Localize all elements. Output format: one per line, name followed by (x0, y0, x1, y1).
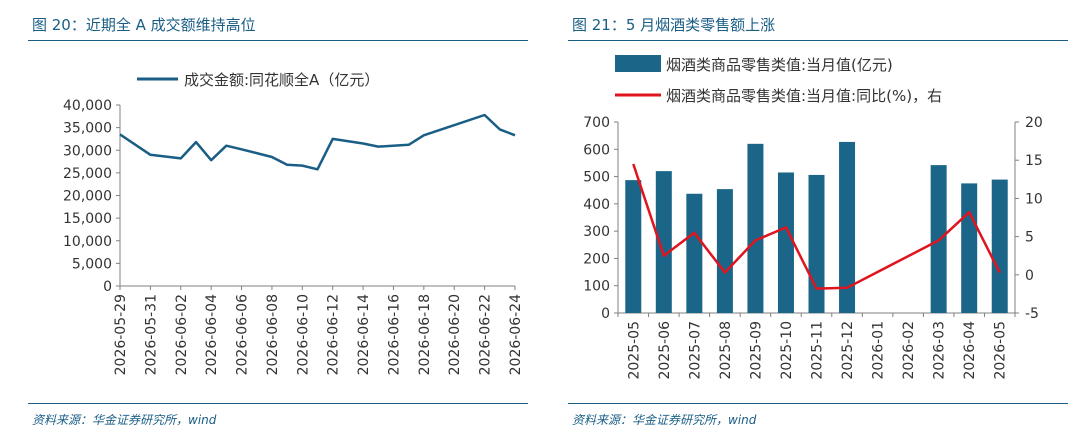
y-tick-label: 0 (103, 279, 112, 295)
right-y-tick-label: 0 (1025, 268, 1034, 284)
retail-sales-bar (686, 193, 703, 313)
x-tick-label: 2025-08 (718, 321, 734, 380)
x-tick-label: 2026-05-31 (143, 294, 159, 375)
right-chart-panel: 图 21：5 月烟酒类零售额上涨 烟酒类商品零售类值:当月值(亿元) 烟酒类商品零… (540, 0, 1080, 435)
right-y-tick-label: 20 (1025, 115, 1043, 131)
right-title-rule (568, 40, 1068, 41)
retail-sales-bar (747, 143, 764, 313)
right-y-tick-label: 5 (1025, 230, 1034, 246)
left-y-tick-label: 0 (601, 306, 610, 322)
left-title-rule (28, 40, 528, 41)
left-chart-panel: 图 20：近期全 A 成交额维持高位 成交金额:同花顺全A（亿元） 0 5,000 1… (28, 16, 528, 427)
y-tick-label: 20,000 (63, 189, 112, 205)
retail-sales-bar (839, 141, 856, 313)
x-tick-label: 2025-07 (687, 321, 703, 380)
x-tick-label: 2025-12 (840, 321, 856, 380)
x-tick-label: 2026-06-18 (417, 294, 433, 375)
y-tick-label: 30,000 (63, 143, 112, 159)
y-tick-label: 5,000 (72, 256, 112, 272)
legend-bar-label: 烟酒类商品零售类值:当月值(亿元) (666, 56, 893, 74)
x-tick-label: 2026-05 (993, 321, 1009, 380)
right-y-tick-label: 15 (1025, 153, 1043, 169)
left-y-tick-label: 200 (583, 251, 610, 267)
left-y-tick-label: 600 (583, 142, 610, 158)
x-tick-label: 2025-11 (810, 321, 826, 380)
left-y-tick-label: 500 (583, 170, 610, 186)
left-y-tick-label: 100 (583, 279, 610, 295)
right-y-tick-label: 10 (1025, 191, 1043, 207)
retail-sales-bar (716, 189, 733, 313)
x-tick-label: 2026-01 (871, 321, 887, 380)
x-tick-label: 2026-04 (962, 321, 978, 380)
retail-sales-bar (961, 183, 978, 313)
right-figure-title: 图 21：5 月烟酒类零售额上涨 (572, 16, 776, 34)
x-tick-label: 2026-06-08 (265, 294, 281, 375)
retail-sales-bar (655, 171, 672, 313)
left-source-rule (28, 403, 528, 404)
turnover-series-line (119, 113, 516, 171)
left-figure-title: 图 20：近期全 A 成交额维持高位 (32, 16, 256, 34)
retail-sales-bar (625, 180, 642, 313)
x-tick-label: 2026-06-20 (447, 294, 463, 375)
x-tick-label: 2025-05 (626, 321, 642, 380)
x-tick-label: 2026-06-04 (204, 294, 220, 375)
x-tick-label: 2026-06-12 (326, 294, 342, 375)
y-tick-label: 35,000 (63, 121, 112, 137)
right-source-rule (568, 403, 1068, 404)
x-tick-label: 2026-06-22 (478, 294, 494, 375)
y-tick-label: 40,000 (63, 98, 112, 114)
left-y-tick-label: 700 (583, 115, 610, 131)
x-tick-label: 2026-06-06 (235, 294, 251, 375)
left-source-note: 资料来源：华金证券研究所，wind (32, 413, 217, 427)
y-tick-label: 10,000 (63, 234, 112, 250)
right-combo-chart: 烟酒类商品零售类值:当月值(亿元) 烟酒类商品零售类值:当月值:同比(%)，右 0 1… (583, 55, 1043, 380)
yoy-series-line (632, 163, 1001, 290)
x-tick-label: 2025-10 (779, 321, 795, 380)
y-tick-label: 15,000 (63, 211, 112, 227)
right-y-tick-label: -5 (1025, 306, 1039, 322)
x-tick-label: 2026-05-29 (113, 294, 129, 375)
legend-label: 成交金额:同花顺全A（亿元） (184, 71, 379, 89)
left-y-tick-label: 300 (583, 224, 610, 240)
x-tick-label: 2026-06-02 (174, 294, 190, 375)
legend-line-label: 烟酒类商品零售类值:当月值:同比(%)，右 (666, 87, 942, 105)
left-y-tick-label: 400 (583, 197, 610, 213)
x-tick-label: 2026-06-10 (295, 294, 311, 375)
right-source-note: 资料来源：华金证券研究所，wind (572, 413, 757, 427)
retail-sales-bar (808, 174, 825, 313)
x-tick-label: 2025-06 (657, 321, 673, 380)
x-tick-label: 2025-09 (748, 321, 764, 380)
x-tick-label: 2026-02 (901, 321, 917, 380)
y-tick-label: 25,000 (63, 166, 112, 182)
x-tick-label: 2026-06-16 (386, 294, 402, 375)
left-line-chart: 成交金额:同花顺全A（亿元） 0 5,000 10,000 15,000 20,000 25… (63, 71, 524, 375)
retail-sales-bar (777, 172, 794, 313)
x-tick-label: 2026-06-14 (356, 294, 372, 375)
legend-bar-swatch (615, 55, 661, 72)
retail-sales-bar (991, 179, 1008, 313)
x-tick-label: 2026-03 (932, 321, 948, 380)
x-tick-label: 2026-06-24 (508, 294, 524, 375)
